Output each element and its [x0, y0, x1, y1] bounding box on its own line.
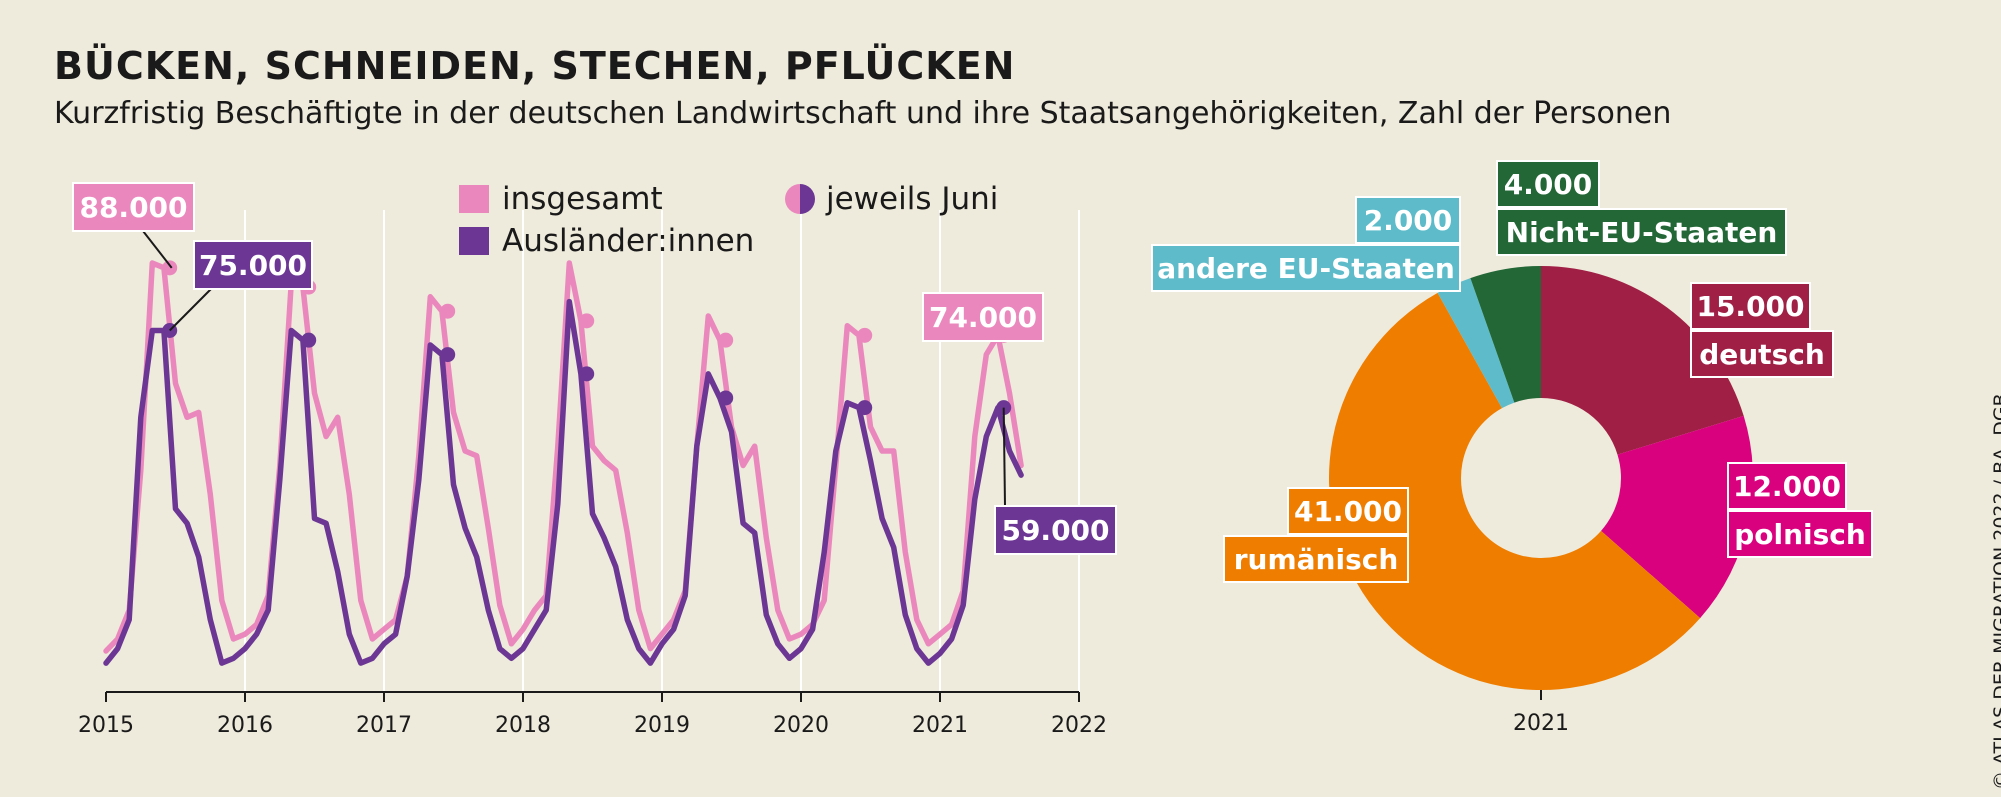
- june-marker-insgesamt: [579, 313, 595, 329]
- donut-label-box: [1690, 282, 1811, 330]
- legend-label-juni: jeweils Juni: [825, 181, 998, 217]
- x-tick-label: 2016: [217, 713, 273, 738]
- callout-value-auslaender: 59.000: [1001, 514, 1109, 547]
- line-chart-gridlines: [244, 210, 1080, 692]
- donut-slice-andere_eu: [1437, 278, 1515, 409]
- donut-label-name: polnisch: [1734, 518, 1866, 551]
- donut-label-box: [1690, 330, 1834, 378]
- june-marker-auslaender: [440, 347, 456, 363]
- donut-label-box: [1496, 208, 1787, 256]
- x-tick-label: 2019: [634, 713, 690, 738]
- legend-swatch-insgesamt: [459, 185, 489, 213]
- donut-year-label: 2021: [1513, 711, 1569, 736]
- x-tick-label: 2020: [773, 713, 829, 738]
- legend-marker-half-auslaender: [800, 184, 815, 214]
- donut-label-box: [1223, 535, 1409, 583]
- chart-subtitle: Kurzfristig Beschäftigte in der deutsche…: [54, 96, 1672, 131]
- callout-leader: [142, 230, 173, 269]
- june-marker-insgesamt: [857, 327, 873, 343]
- donut-label-label: 12.000: [1733, 470, 1841, 503]
- x-tick-label: 2022: [1051, 713, 1107, 738]
- donut-slice-deutsch: [1541, 266, 1744, 455]
- legend-swatch-auslaender: [459, 227, 489, 255]
- donut-label-box: [1727, 462, 1847, 510]
- callout-value-auslaender: 75.000: [199, 249, 307, 282]
- donut-label-box: [1287, 487, 1409, 535]
- donut-slice-nicht_eu: [1470, 266, 1541, 403]
- donut-chart: 2021: [1329, 266, 1753, 736]
- series-line-auslaender: [103, 298, 1024, 666]
- callout-box: [994, 505, 1117, 555]
- june-marker-auslaender: [579, 366, 595, 382]
- x-tick-label: 2021: [912, 713, 968, 738]
- chart-title: BÜCKEN, SCHNEIDEN, STECHEN, PFLÜCKEN: [54, 44, 1016, 88]
- callout-box: [922, 292, 1044, 342]
- donut-label-name: Nicht-EU-Staaten: [1506, 216, 1778, 249]
- donut-label-box: [1355, 196, 1461, 244]
- june-marker-auslaender: [857, 400, 873, 416]
- june-marker-insgesamt: [718, 332, 734, 348]
- donut-chart-labels: 4.000 Nicht-EU-Staaten 2.000 andere EU-Staa…: [1151, 160, 1873, 583]
- june-marker-auslaender: [301, 332, 317, 348]
- june-marker-insgesamt: [440, 303, 456, 319]
- donut-slice-polnisch: [1601, 415, 1753, 619]
- callout-value-insgesamt: 88.000: [79, 191, 187, 224]
- donut-label-name: deutsch: [1699, 338, 1825, 371]
- callout-box: [72, 182, 195, 232]
- donut-label-label: 41.000: [1294, 495, 1402, 528]
- x-tick-label: 2015: [78, 713, 134, 738]
- donut-slice-rumaenisch: [1329, 292, 1701, 690]
- june-marker-auslaender: [718, 390, 734, 406]
- donut-label-box: [1151, 244, 1461, 292]
- callout-leader: [1002, 407, 1006, 507]
- legend-label-insgesamt: insgesamt: [502, 181, 663, 217]
- donut-label-box: [1727, 510, 1873, 558]
- legend-label-auslaender: Ausländer:innen: [502, 223, 754, 259]
- donut-label-label: 2.000: [1364, 204, 1453, 237]
- donut-label-label: 15.000: [1696, 290, 1804, 323]
- line-chart-legend: insgesamt Ausländer:innen jeweils Juni: [459, 181, 998, 259]
- donut-label-name: andere EU-Staaten: [1157, 252, 1455, 285]
- june-marker-insgesamt: [162, 260, 178, 276]
- x-tick-label: 2018: [495, 713, 551, 738]
- line-chart-callouts: 88.000 75.000 74.000 59.000: [72, 182, 1117, 555]
- callout-leader: [168, 288, 212, 332]
- x-tick-label: 2017: [356, 713, 412, 738]
- legend-marker-half-insgesamt: [785, 184, 800, 214]
- donut-label-label: 4.000: [1504, 168, 1593, 201]
- series-line-insgesamt: [103, 260, 1024, 654]
- donut-label-box: [1496, 160, 1600, 208]
- callout-box: [193, 240, 313, 290]
- donut-label-name: rumänisch: [1234, 543, 1399, 576]
- callout-value-insgesamt: 74.000: [929, 301, 1037, 334]
- line-chart-series: [103, 260, 1024, 666]
- line-chart-x-axis: 2015 2016 2017 2018 2019 2020 2021 2022: [78, 691, 1107, 738]
